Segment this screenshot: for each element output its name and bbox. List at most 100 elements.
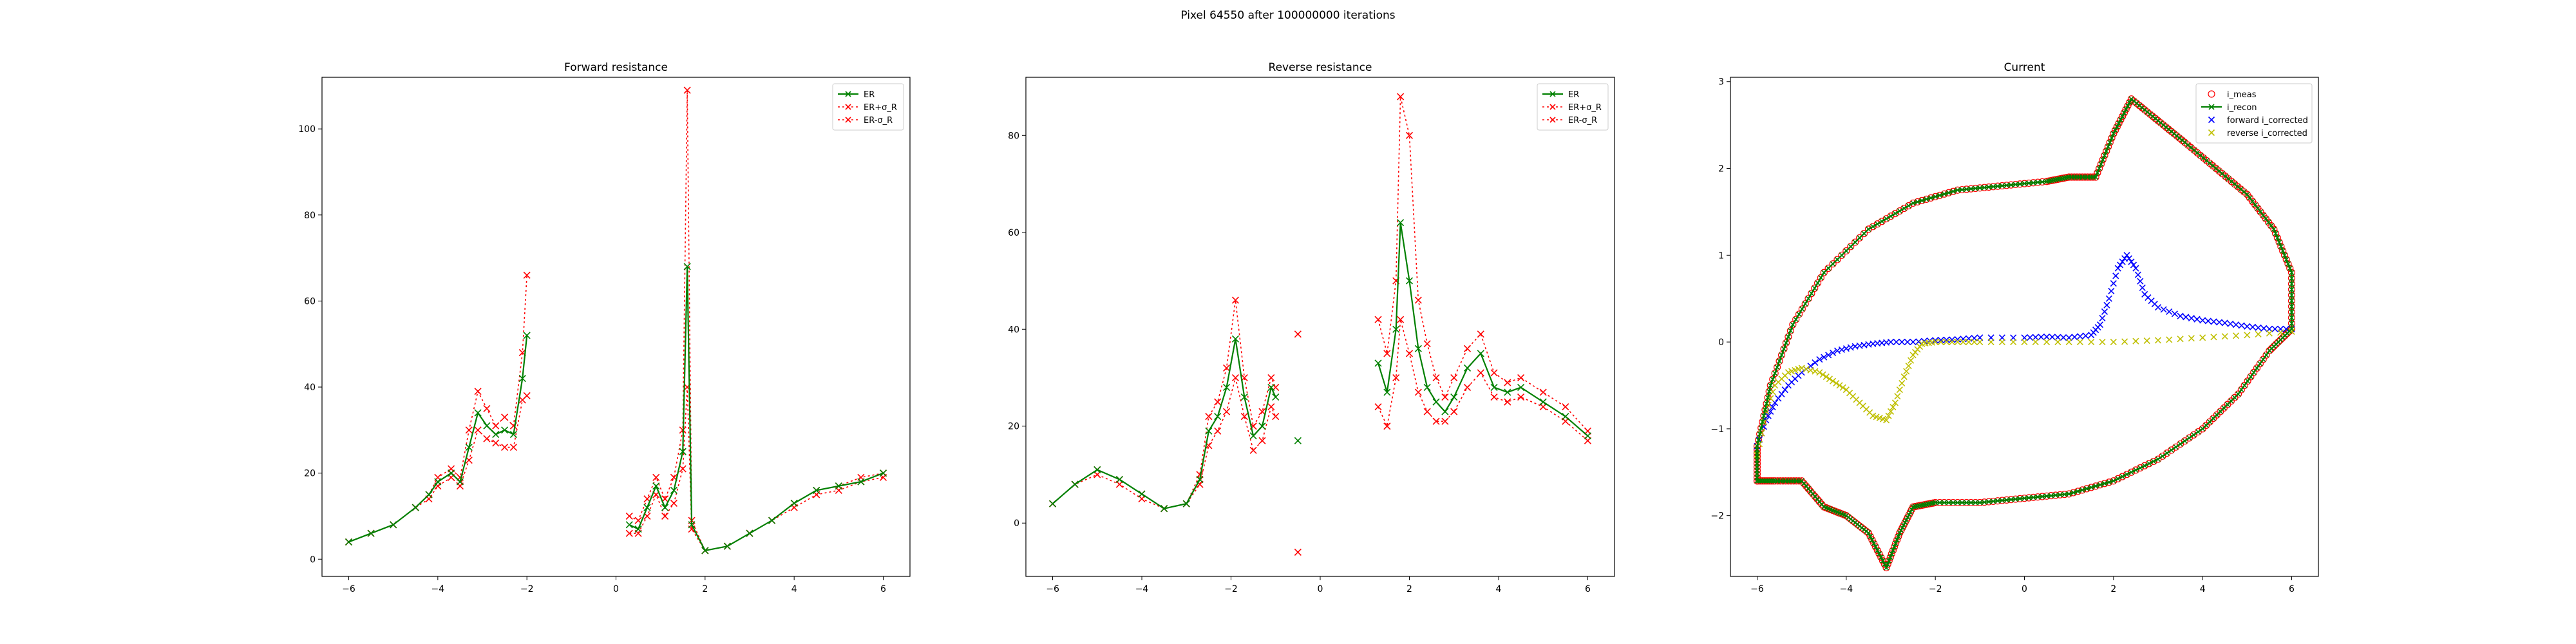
data-point	[2282, 252, 2287, 258]
data-point	[2040, 493, 2045, 500]
data-point	[2171, 310, 2179, 317]
data-point	[2119, 473, 2125, 480]
data-point	[1405, 277, 1414, 285]
data-point	[345, 538, 353, 546]
legend-marker	[2208, 129, 2215, 137]
data-point	[390, 521, 397, 529]
data-point	[1796, 311, 1802, 317]
data-point	[2110, 339, 2117, 346]
data-point	[2110, 478, 2116, 484]
data-point	[1899, 339, 1906, 346]
data-point	[2254, 365, 2260, 371]
data-point	[425, 491, 433, 498]
data-point	[1999, 497, 2005, 504]
data-point	[2139, 284, 2146, 291]
data-point	[2112, 272, 2119, 279]
legend-label: ER+σ_R	[864, 103, 897, 113]
data-point	[2117, 116, 2125, 124]
data-point	[1878, 554, 1884, 560]
data-point	[1249, 446, 1257, 454]
data-point	[2150, 457, 2157, 466]
series-line	[348, 275, 527, 543]
data-point	[1933, 500, 1938, 506]
data-point	[1903, 368, 1910, 375]
data-point	[1847, 243, 1855, 251]
data-point	[2094, 170, 2100, 176]
data-point	[2275, 235, 2280, 241]
data-point	[1374, 316, 1382, 323]
data-point	[1272, 393, 1280, 401]
data-point	[1826, 375, 1833, 383]
data-point	[1240, 393, 1248, 401]
series-er	[345, 263, 887, 554]
data-point	[2160, 306, 2167, 313]
data-point	[2066, 491, 2072, 497]
data-point	[1374, 359, 1382, 367]
data-point	[670, 486, 677, 494]
data-point	[661, 504, 669, 511]
data-point	[1182, 500, 1190, 507]
data-point	[1392, 325, 1400, 333]
data-point	[2188, 335, 2195, 342]
data-point	[1423, 383, 1431, 392]
data-point	[2271, 325, 2278, 332]
data-point	[1965, 339, 1973, 346]
legend-marker	[845, 91, 851, 97]
data-point	[2079, 487, 2085, 493]
data-point	[1830, 261, 1836, 267]
data-point	[1820, 269, 1828, 276]
data-point	[2247, 195, 2253, 201]
data-point	[1562, 413, 1569, 421]
data-point	[1801, 300, 1809, 308]
data-point	[1937, 193, 1943, 198]
data-point	[1932, 339, 1939, 346]
data-point	[2040, 179, 2045, 185]
data-point	[2235, 391, 2241, 397]
x-tick-label: 2	[1406, 584, 1412, 594]
data-point	[1833, 256, 1841, 263]
data-point	[1836, 382, 1843, 389]
data-point	[701, 547, 709, 554]
data-point	[1890, 547, 1896, 553]
data-point	[2012, 496, 2018, 502]
data-point	[1968, 186, 1974, 192]
data-point	[2195, 429, 2201, 435]
data-point	[1884, 216, 1889, 222]
data-point	[1815, 280, 1821, 286]
data-point	[2260, 213, 2266, 218]
data-point	[2177, 441, 2183, 447]
data-point	[1808, 290, 1814, 296]
data-point	[2232, 321, 2240, 328]
data-point	[1504, 398, 1511, 406]
y-tick-label: 60	[1008, 228, 1019, 238]
data-point	[1826, 265, 1832, 271]
data-point	[1982, 499, 1987, 505]
data-point	[2110, 131, 2116, 137]
data-point	[1973, 500, 1978, 506]
data-point	[2026, 180, 2032, 186]
data-point	[2193, 316, 2201, 323]
data-point	[1397, 93, 1405, 100]
data-point	[1877, 553, 1885, 561]
data-point	[1879, 218, 1885, 224]
data-point	[1908, 357, 1915, 364]
data-point	[2154, 337, 2162, 344]
data-point	[1873, 546, 1881, 554]
data-point	[625, 521, 633, 529]
data-point	[1809, 490, 1817, 498]
data-point	[2136, 464, 2144, 472]
data-point	[661, 512, 669, 520]
data-point	[1928, 195, 1934, 201]
y-tick-label: 100	[298, 124, 316, 135]
data-point	[523, 392, 531, 399]
data-point	[2183, 314, 2190, 321]
data-point	[1900, 522, 1907, 528]
data-point	[1994, 184, 2001, 189]
data-point	[652, 473, 660, 481]
data-point	[1450, 393, 1458, 401]
legend-marker	[2208, 90, 2215, 98]
data-point	[2242, 383, 2248, 388]
data-point	[2057, 492, 2063, 498]
y-tick-label: 0	[1014, 518, 1019, 529]
data-point	[2128, 96, 2134, 102]
